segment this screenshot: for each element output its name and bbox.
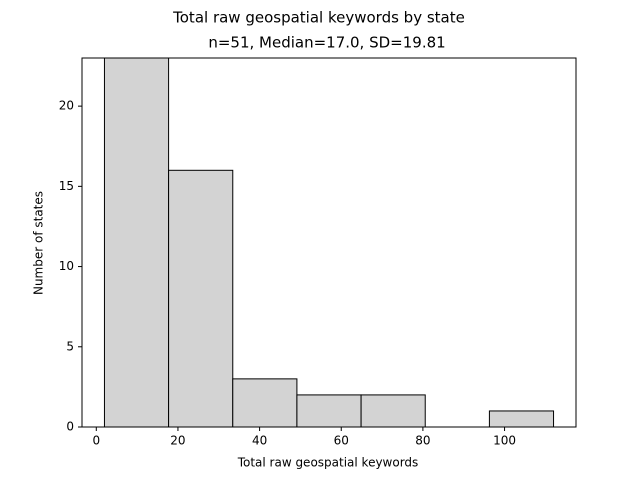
y-tick-label: 0: [66, 420, 74, 434]
x-tick-label: 0: [92, 434, 100, 448]
x-tick-label: 100: [493, 434, 516, 448]
y-tick-label: 15: [59, 179, 74, 193]
chart-subtitle: n=51, Median=17.0, SD=19.81: [208, 34, 445, 52]
bar: [168, 169, 234, 427]
x-tick-label: 80: [415, 434, 430, 448]
y-tick-label: 5: [66, 339, 74, 353]
axes-frame: [81, 57, 577, 428]
y-tick-label: 10: [59, 259, 74, 273]
y-tick-label: 20: [59, 99, 74, 113]
bar: [232, 378, 298, 427]
chart-title: Total raw geospatial keywords by state: [172, 9, 465, 27]
y-axis-label: Number of states: [32, 191, 46, 295]
x-axis-label: Total raw geospatial keywords: [237, 456, 419, 470]
bar: [360, 394, 426, 427]
bar: [103, 58, 170, 427]
x-tick-label: 40: [252, 434, 267, 448]
plot-area: [103, 58, 555, 427]
bar: [296, 394, 362, 427]
bar: [488, 410, 555, 427]
x-tick-label: 20: [170, 434, 185, 448]
x-tick-label: 60: [334, 434, 349, 448]
